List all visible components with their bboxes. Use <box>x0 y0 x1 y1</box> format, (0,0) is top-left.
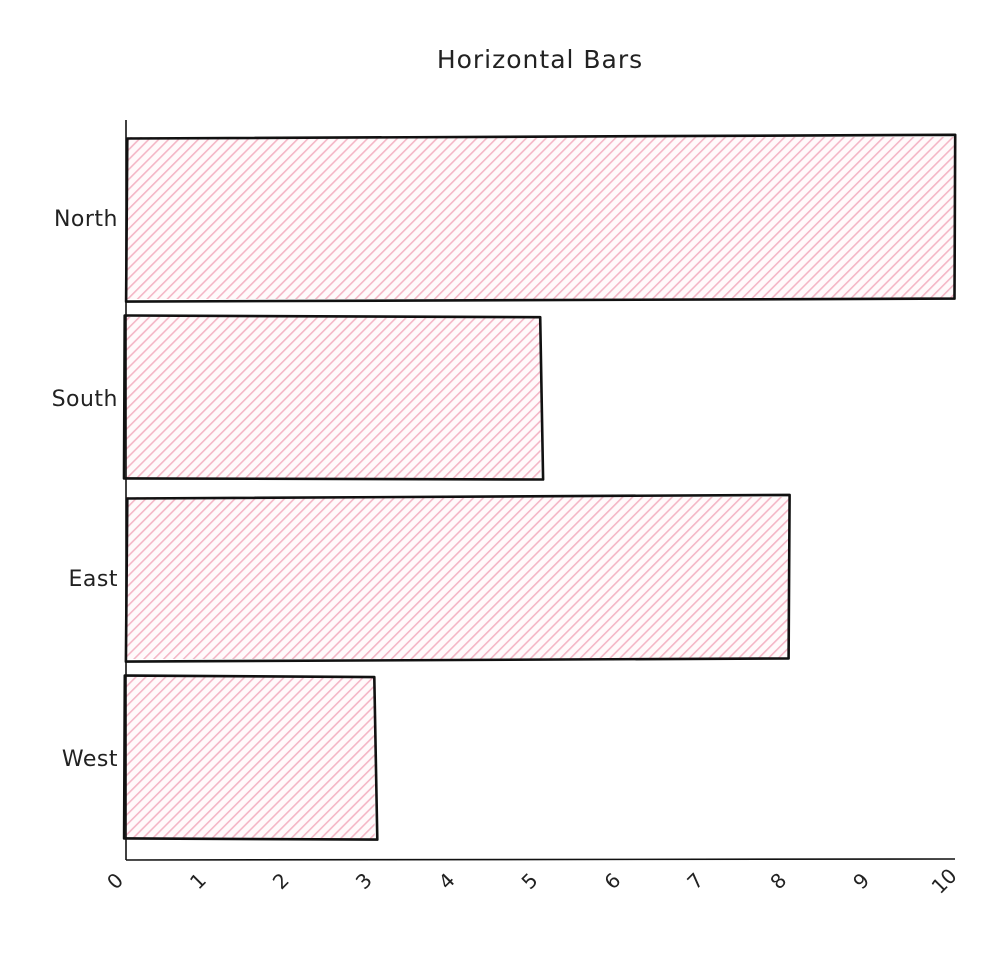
x-axis-line <box>125 858 956 861</box>
x-tick-label-6: 6 <box>599 868 625 894</box>
x-tick-label-1: 1 <box>185 868 211 894</box>
x-tick-label-4: 4 <box>434 868 460 894</box>
bar-outline-south <box>122 314 545 481</box>
x-tick-label-10: 10 <box>927 864 962 899</box>
bar-outline-west <box>122 674 379 841</box>
chart-title: Horizontal Bars <box>437 45 643 74</box>
x-tick-label-7: 7 <box>682 868 708 894</box>
x-tick-label-5: 5 <box>517 868 543 894</box>
x-tick-label-9: 9 <box>848 868 874 894</box>
x-tick-label-3: 3 <box>351 868 377 894</box>
bar-west <box>126 677 375 839</box>
x-tick-label-2: 2 <box>268 868 294 894</box>
category-label-east: East <box>69 567 118 592</box>
category-labels-group: North South East West <box>52 207 118 772</box>
category-label-west: West <box>62 747 118 772</box>
bar-east <box>126 497 790 659</box>
category-label-north: North <box>54 207 118 232</box>
axes-group <box>125 120 956 861</box>
x-tick-label-0: 0 <box>102 868 128 894</box>
x-tick-labels-group: 0 1 2 3 4 5 6 7 8 9 10 <box>102 864 961 899</box>
bar-north <box>126 137 955 299</box>
bars-group <box>122 133 957 841</box>
x-tick-label-8: 8 <box>765 868 791 894</box>
bar-south <box>126 317 541 479</box>
category-label-south: South <box>52 387 118 412</box>
